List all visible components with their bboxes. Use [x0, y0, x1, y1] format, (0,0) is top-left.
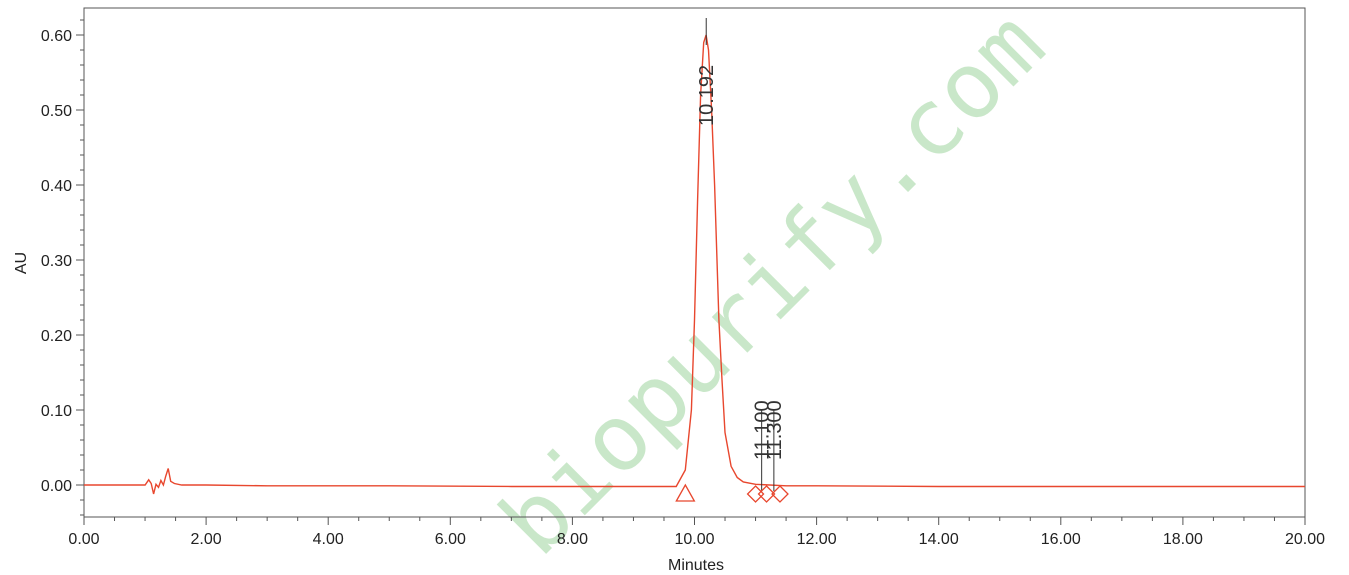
x-axis: 0.00 2.00 4.00 6.00 8.00 10.00 12.00 14.00 16.00… — [68, 517, 1325, 548]
peak-label: 11.300 — [764, 400, 786, 460]
triangle-marker — [675, 483, 696, 502]
y-tick-label: 0.50 — [41, 103, 72, 120]
y-tick-label: 0.30 — [41, 253, 72, 270]
y-tick-label: 0.40 — [41, 178, 72, 195]
diamond-marker — [757, 485, 776, 503]
y-tick-label: 0.20 — [41, 328, 72, 345]
diamond-marker — [771, 485, 789, 503]
y-tick-label: 0.00 — [41, 478, 72, 495]
y-tick-label: 0.10 — [41, 403, 72, 420]
watermark: biopurify.com — [480, 0, 1065, 575]
x-tick-label: 2.00 — [191, 531, 222, 548]
signal-trace — [84, 34, 1305, 495]
x-tick-label: 8.00 — [557, 531, 588, 548]
x-tick-label: 12.00 — [797, 531, 837, 548]
x-tick-label: 18.00 — [1163, 531, 1203, 548]
x-tick-label: 0.00 — [68, 531, 99, 548]
peak-label: 10.192 — [696, 65, 718, 126]
y-axis: 0.00 0.10 0.20 0.30 0.40 0.50 0.60 — [41, 19, 84, 516]
x-axis-title: Minutes — [668, 557, 724, 574]
x-tick-label: 6.00 — [435, 531, 466, 548]
x-tick-label: 10.00 — [674, 531, 714, 548]
diamond-marker — [746, 485, 765, 503]
x-tick-label: 16.00 — [1041, 531, 1081, 548]
integration-markers — [675, 483, 789, 503]
x-tick-label: 14.00 — [919, 531, 959, 548]
x-tick-label: 4.00 — [313, 531, 344, 548]
plot-frame — [83, 7, 1306, 518]
y-tick-label: 0.60 — [41, 28, 72, 45]
peak-label: 11.100 — [752, 400, 774, 460]
x-tick-label: 20.00 — [1285, 531, 1325, 548]
y-axis-title: AU — [13, 252, 30, 274]
